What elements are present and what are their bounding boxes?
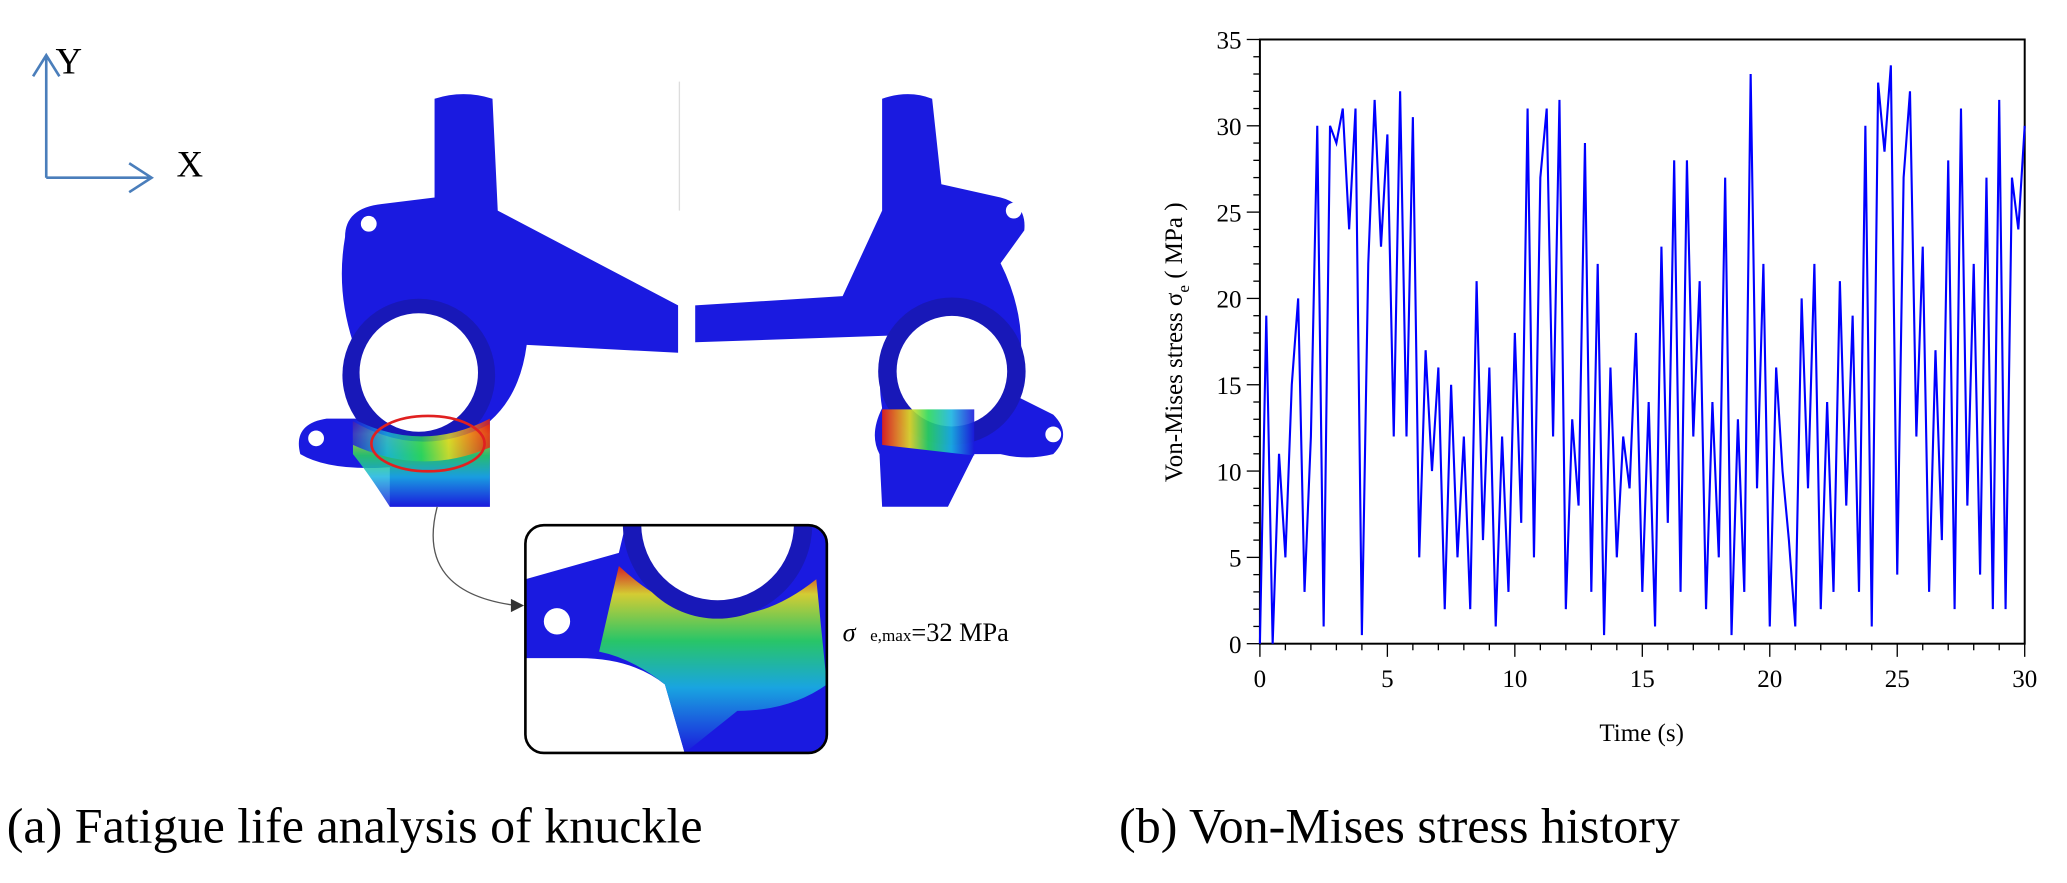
x-axis-label: Time (s): [1599, 720, 1684, 747]
zoom-inset: σ e,max=32 MPa: [524, 523, 1010, 755]
x-tick-label: 5: [1381, 666, 1393, 693]
y-tick-label: 25: [1216, 200, 1241, 227]
stress-history-chart: 0 5 10 15 20 25 30 0 5 10 15 20 25 30 35 Time (s) Von-…: [1161, 28, 2037, 747]
x-tick-label: 25: [1885, 666, 1910, 693]
x-axis-arrow-icon: [46, 162, 154, 194]
knuckle-right: [695, 94, 1064, 507]
y-axis-label: Von-Mises stress σe ( MPa ): [1161, 202, 1193, 482]
x-tick-label: 30: [2012, 666, 2037, 693]
caption-a: (a) Fatigue life analysis of knuckle: [7, 797, 703, 853]
y-tick-label: 15: [1216, 373, 1241, 400]
y-tick-label: 30: [1216, 114, 1241, 141]
series-line-von-mises: [1258, 65, 2026, 644]
caption-b: (b) Von-Mises stress history: [1119, 797, 1680, 853]
y-tick-label: 35: [1216, 28, 1241, 55]
zoom-connector-arrow: [432, 506, 517, 607]
y-tick-label: 20: [1216, 287, 1241, 314]
y-tick-label: 5: [1229, 546, 1242, 573]
y-axis-arrow-icon: [31, 52, 61, 178]
max-stress-annotation: σ e,max=32 MPa: [843, 618, 1010, 647]
y-tick-label: 10: [1216, 459, 1241, 486]
x-tick-label: 15: [1630, 666, 1655, 693]
x-tick-label: 10: [1502, 666, 1527, 693]
x-tick-label: 0: [1254, 666, 1267, 693]
triad-x-label: X: [177, 143, 204, 184]
axes-triad: Y X: [31, 41, 204, 194]
knuckle-left: [298, 94, 679, 507]
max-stress-highlight: [370, 414, 486, 473]
triad-y-label: Y: [55, 41, 82, 82]
y-tick-label: 0: [1229, 632, 1242, 659]
x-tick-label: 20: [1757, 666, 1782, 693]
